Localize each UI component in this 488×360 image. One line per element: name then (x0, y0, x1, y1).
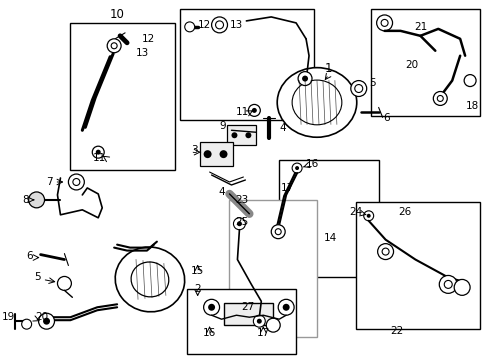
Text: 20: 20 (36, 312, 49, 322)
Bar (199, 142, 233, 166)
Text: 3: 3 (191, 145, 197, 155)
Circle shape (436, 95, 442, 102)
Text: 24: 24 (349, 207, 362, 217)
Text: 26: 26 (398, 207, 411, 217)
Circle shape (377, 244, 393, 260)
Bar (186, 289, 296, 354)
Text: 1: 1 (325, 62, 332, 75)
Text: 4: 4 (279, 123, 285, 133)
Circle shape (211, 17, 227, 33)
Circle shape (96, 150, 101, 155)
Circle shape (68, 174, 84, 190)
Text: 20: 20 (405, 60, 418, 70)
Circle shape (203, 150, 211, 158)
Circle shape (438, 275, 456, 293)
Bar (226, 125, 256, 145)
Text: 19: 19 (1, 312, 15, 322)
Ellipse shape (115, 247, 184, 312)
Bar (223, 303, 273, 325)
Circle shape (302, 76, 307, 82)
Bar (229, 200, 316, 337)
Circle shape (233, 218, 245, 230)
Circle shape (245, 132, 251, 138)
Text: 17: 17 (281, 183, 294, 193)
Text: 15: 15 (191, 266, 204, 276)
Text: 5: 5 (368, 77, 375, 87)
Circle shape (278, 299, 293, 315)
Circle shape (92, 146, 104, 158)
Circle shape (380, 19, 387, 26)
Text: 9: 9 (219, 121, 225, 131)
Text: 5: 5 (34, 273, 41, 283)
Circle shape (376, 15, 392, 31)
Circle shape (432, 91, 447, 105)
Bar (279, 160, 378, 278)
Circle shape (463, 75, 475, 86)
Text: 6: 6 (383, 113, 389, 123)
Circle shape (29, 192, 44, 208)
Text: 11: 11 (236, 107, 249, 117)
Text: 7: 7 (46, 177, 52, 187)
Text: 6: 6 (26, 251, 33, 261)
Circle shape (275, 229, 281, 235)
Circle shape (366, 214, 370, 218)
Circle shape (298, 72, 311, 86)
Text: 25: 25 (235, 217, 248, 227)
Text: 12: 12 (142, 34, 155, 44)
Text: 22: 22 (389, 326, 402, 336)
Bar (370, 9, 479, 116)
Circle shape (291, 163, 302, 173)
Text: 11: 11 (93, 153, 106, 163)
Text: 27: 27 (241, 302, 254, 312)
Circle shape (271, 225, 285, 239)
Circle shape (58, 276, 71, 291)
Circle shape (231, 132, 237, 138)
Text: 4: 4 (219, 187, 225, 197)
Circle shape (282, 304, 289, 311)
Circle shape (295, 166, 299, 170)
Bar (180, 9, 313, 120)
Circle shape (350, 81, 366, 96)
Text: 14: 14 (324, 233, 337, 243)
Circle shape (215, 21, 223, 29)
Circle shape (354, 85, 362, 93)
Circle shape (453, 279, 469, 295)
Text: 12: 12 (197, 20, 210, 30)
Circle shape (203, 299, 219, 315)
Circle shape (248, 104, 260, 116)
Circle shape (219, 150, 227, 158)
Text: 2: 2 (194, 284, 201, 294)
Text: 16: 16 (305, 159, 319, 169)
Circle shape (237, 221, 242, 226)
Circle shape (251, 108, 256, 113)
Text: 16: 16 (203, 328, 216, 338)
Circle shape (381, 248, 388, 255)
Text: 13: 13 (136, 48, 149, 58)
Circle shape (256, 319, 261, 324)
Bar (70, 23, 174, 170)
Circle shape (208, 304, 215, 311)
Circle shape (253, 315, 265, 327)
Circle shape (111, 43, 117, 49)
Text: 18: 18 (465, 102, 478, 112)
Ellipse shape (131, 262, 168, 297)
Bar (355, 202, 479, 329)
Circle shape (266, 318, 280, 332)
Circle shape (184, 22, 194, 32)
Circle shape (39, 313, 54, 329)
Text: 8: 8 (22, 195, 29, 205)
Circle shape (43, 318, 50, 325)
Circle shape (73, 179, 80, 185)
Circle shape (363, 211, 373, 221)
Text: 13: 13 (229, 20, 242, 30)
Ellipse shape (291, 80, 341, 125)
Circle shape (444, 280, 451, 288)
Text: 10: 10 (109, 8, 124, 22)
Circle shape (21, 319, 32, 329)
Ellipse shape (277, 68, 356, 137)
Text: 17: 17 (256, 328, 269, 338)
Text: 21: 21 (414, 22, 427, 32)
Circle shape (107, 39, 121, 53)
Text: 23: 23 (235, 195, 248, 205)
